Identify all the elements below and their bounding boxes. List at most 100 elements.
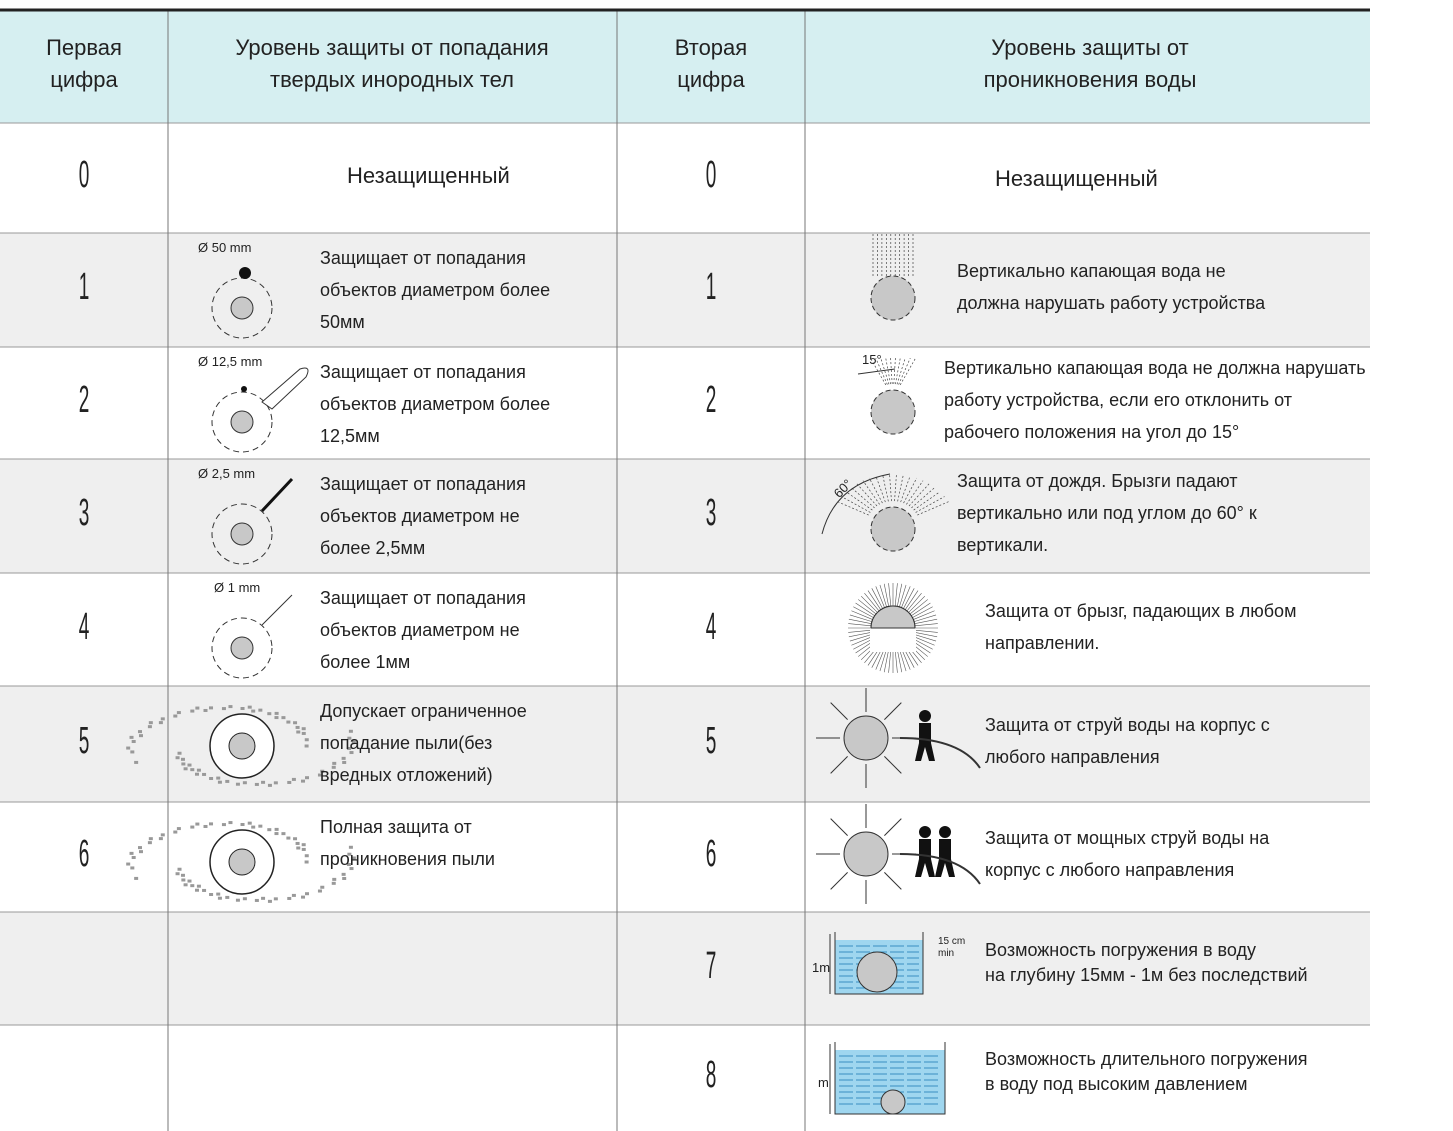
- solid-description: Незащищенный: [347, 163, 510, 188]
- icon-shape: [147, 841, 152, 845]
- second-digit: 7: [705, 944, 717, 987]
- icon-shape: [274, 832, 279, 836]
- icon-shape: [261, 780, 266, 784]
- solid-description: Защищает от попадания: [320, 588, 526, 608]
- icon-label: Ø 50 mm: [198, 240, 252, 255]
- icon-shape: [885, 357, 891, 385]
- icon-shape: [915, 723, 935, 761]
- icon-shape: [281, 716, 286, 720]
- icon-shape: [880, 1089, 906, 1115]
- icon-shape: [190, 768, 195, 772]
- icon-shape: [913, 491, 941, 511]
- water-description: Незащищенный: [995, 166, 1158, 191]
- icon-shape: [190, 709, 195, 713]
- icon-shape: [202, 772, 207, 776]
- icon-label: Ø 2,5 mm: [198, 466, 256, 481]
- icon-shape: [202, 888, 207, 892]
- icon-label: Ø 12,5 mm: [198, 354, 263, 369]
- icon-shape: [239, 267, 251, 279]
- icon-shape: [896, 649, 903, 673]
- icon-shape: [228, 821, 233, 825]
- icon-shape: [935, 839, 955, 877]
- icon-shape: [230, 410, 254, 434]
- icon-shape: [904, 590, 919, 610]
- icon-shape: [301, 895, 306, 899]
- icon-shape: [894, 474, 897, 502]
- icon-shape: [870, 389, 916, 435]
- icon-shape: [240, 823, 245, 827]
- icon-shape: [870, 506, 916, 552]
- icon-shape: [251, 825, 256, 829]
- icon-shape: [908, 483, 930, 507]
- icon-shape: [261, 367, 309, 410]
- icon-shape: [896, 357, 906, 385]
- icon-shape: [258, 708, 263, 712]
- icon-shape: [864, 593, 880, 612]
- icon-shape: [882, 474, 889, 502]
- icon-shape: [160, 833, 165, 837]
- icon-shape: [148, 721, 153, 725]
- icon-shape: [317, 773, 322, 777]
- icon-shape: [131, 856, 136, 860]
- icon-shape: [230, 522, 254, 546]
- icon-shape: [241, 386, 247, 392]
- icon-shape: [884, 702, 902, 720]
- icon-shape: [137, 846, 142, 850]
- icon-shape: [183, 883, 188, 887]
- icon-shape: [176, 711, 181, 715]
- icon-shape: [868, 477, 883, 504]
- icon-shape: [911, 487, 935, 509]
- icon-shape: [293, 837, 298, 841]
- header-text: Первая: [46, 35, 122, 60]
- icon-shape: [906, 593, 922, 612]
- icon-shape: [894, 649, 898, 673]
- first-digit: 5: [78, 720, 90, 762]
- icon-shape: [148, 837, 153, 841]
- icon-shape: [912, 606, 933, 618]
- icon-shape: [129, 851, 134, 855]
- icon-shape: [331, 881, 336, 885]
- icon-shape: [301, 731, 306, 735]
- icon-shape: [211, 391, 273, 453]
- icon-shape: [301, 843, 306, 847]
- water-description: Вертикально капающая вода не должна нару…: [944, 358, 1366, 378]
- icon-shape: [181, 762, 186, 766]
- solid-description: Защищает от попадания: [320, 474, 526, 494]
- solid-description: проникновения пыли: [320, 849, 495, 869]
- icon-shape: [871, 588, 883, 609]
- second-digit: 6: [705, 833, 717, 875]
- icon-shape: [899, 584, 907, 608]
- icon-shape: [274, 711, 279, 715]
- icon-shape: [867, 590, 882, 610]
- icon-shape: [913, 610, 935, 620]
- icon-shape: [304, 860, 309, 864]
- icon-shape: [196, 768, 201, 772]
- icon-shape: [848, 629, 872, 633]
- icon-shape: [130, 866, 135, 870]
- icon-shape: [295, 841, 300, 845]
- icon-shape: [332, 761, 337, 765]
- icon-shape: [901, 586, 911, 608]
- icon-shape: [177, 867, 182, 871]
- solid-description: объектов диаметром более: [320, 280, 551, 300]
- icon-shape: [895, 357, 901, 385]
- icon-shape: [843, 715, 889, 761]
- icon-shape: [187, 879, 192, 883]
- icon-shape: [160, 717, 165, 721]
- water-description: направлении.: [985, 632, 1100, 653]
- solid-description: вредных отложений): [320, 765, 493, 785]
- water-description: вертикали.: [957, 535, 1049, 555]
- icon-shape: [190, 825, 195, 829]
- icon-shape: [883, 649, 890, 673]
- icon-shape: [180, 757, 185, 761]
- water-description: корпус с любого направления: [985, 860, 1235, 880]
- water-description: в воду под высоким давлением: [985, 1074, 1248, 1094]
- icon-shape: [228, 705, 233, 709]
- icon-shape: [900, 475, 911, 503]
- icon-shape: [347, 736, 352, 740]
- icon-shape: [267, 828, 272, 832]
- icon-shape: [258, 824, 263, 828]
- header-text: твердых инородных тел: [270, 67, 514, 92]
- icon-shape: [247, 821, 252, 825]
- icon-shape: [295, 725, 300, 729]
